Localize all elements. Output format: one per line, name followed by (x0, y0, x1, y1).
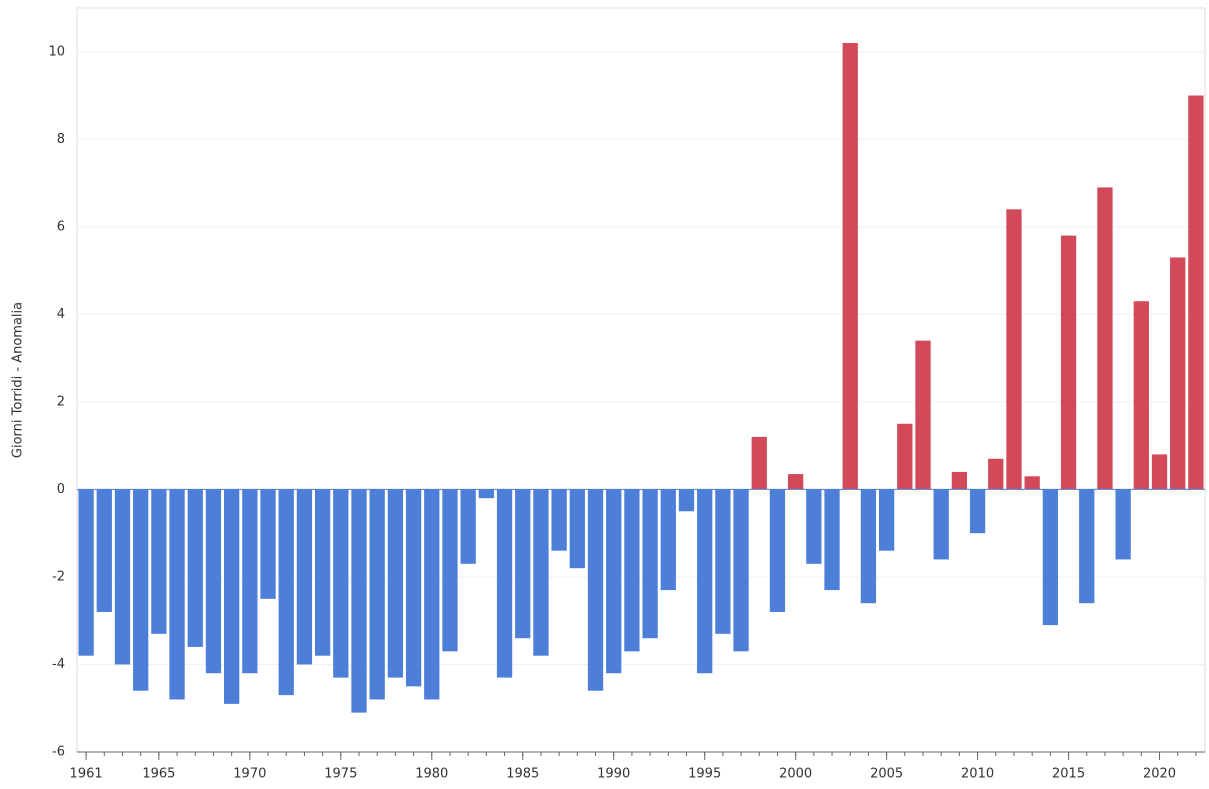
bar (78, 489, 94, 656)
y-tick-label: 4 (57, 307, 65, 322)
bar (624, 489, 640, 652)
bar (242, 489, 258, 674)
bar (260, 489, 276, 599)
y-axis-label: Giorni Torridi - Anomalia (11, 302, 26, 458)
bar (933, 489, 949, 560)
bar (715, 489, 731, 634)
bar (1170, 257, 1186, 490)
bar (224, 489, 240, 704)
bar (496, 489, 513, 678)
bar (806, 489, 822, 564)
y-tick-label: 8 (57, 132, 65, 147)
bar (296, 489, 313, 665)
bar (769, 489, 786, 612)
bar (424, 489, 440, 700)
x-tick-label: 1961 (70, 767, 103, 782)
y-tick-label: 0 (57, 482, 65, 497)
x-tick-label: 1970 (233, 767, 266, 782)
bar (587, 489, 604, 691)
bar (1079, 489, 1095, 604)
bar (678, 489, 695, 512)
bar (169, 489, 185, 700)
bar (187, 489, 203, 647)
bar (988, 458, 1004, 490)
bar (951, 471, 968, 490)
y-tick-label: -2 (52, 569, 65, 584)
x-tick-label: 2000 (779, 767, 812, 782)
bar (642, 489, 658, 639)
bar (96, 489, 112, 612)
bar (1042, 489, 1058, 626)
bar (405, 489, 422, 687)
bar (114, 489, 131, 665)
x-tick-label: 1965 (142, 767, 175, 782)
y-tick-label: 10 (48, 44, 65, 59)
bar (1006, 209, 1022, 490)
bar (660, 489, 676, 591)
bar (533, 489, 549, 656)
x-tick-label: 1995 (688, 767, 721, 782)
bar (205, 489, 222, 674)
bar (515, 489, 531, 639)
x-tick-label: 1975 (324, 767, 357, 782)
bar (278, 489, 294, 696)
bar (751, 436, 767, 490)
bar (569, 489, 585, 569)
bar (442, 489, 458, 652)
bar (788, 474, 804, 490)
bar (606, 489, 622, 674)
bar (969, 489, 986, 534)
bar (133, 489, 149, 691)
bar (1097, 187, 1113, 490)
bar (1024, 476, 1040, 490)
x-tick-label: 2005 (870, 767, 903, 782)
x-tick-label: 2015 (1052, 767, 1085, 782)
bar (915, 340, 931, 490)
bar (697, 489, 713, 674)
x-tick-label: 2020 (1143, 767, 1176, 782)
bar (460, 489, 476, 564)
bar (897, 423, 913, 490)
bar (478, 489, 494, 499)
bar (824, 489, 840, 591)
bar (551, 489, 567, 551)
bar (1151, 454, 1168, 490)
x-tick-label: 1985 (506, 767, 539, 782)
y-tick-label: -6 (52, 745, 65, 760)
bar (1133, 301, 1149, 490)
y-tick-label: 6 (57, 219, 65, 234)
bar (351, 489, 367, 713)
bar (860, 489, 877, 604)
bar (1115, 489, 1131, 560)
y-tick-label: 2 (57, 394, 65, 409)
bar (387, 489, 404, 678)
bar (369, 489, 385, 700)
x-tick-label: 1980 (415, 767, 448, 782)
bar (733, 489, 749, 652)
x-tick-label: 1990 (597, 767, 630, 782)
bar (1060, 235, 1077, 490)
y-tick-label: -4 (52, 657, 65, 672)
bar (1188, 95, 1204, 490)
bar (333, 489, 349, 678)
bar (878, 489, 895, 551)
bar (151, 489, 167, 634)
x-tick-label: 2010 (961, 767, 994, 782)
bar (842, 43, 858, 490)
bar (314, 489, 331, 656)
